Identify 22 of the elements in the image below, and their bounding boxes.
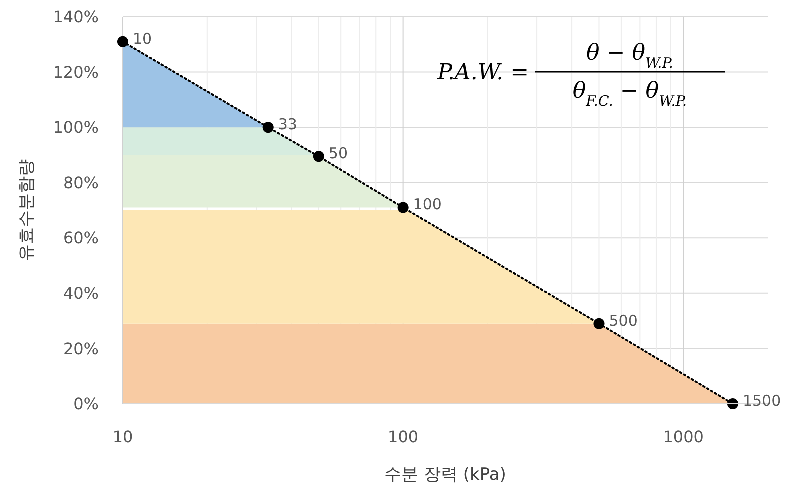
- y-tick-label: 100%: [53, 118, 99, 138]
- y-tick-label: 0%: [74, 394, 99, 414]
- annotation: 50: [328, 144, 348, 163]
- x-axis-title: 수분 장력 (kPa): [384, 464, 506, 485]
- y-tick-label: 120%: [53, 62, 99, 82]
- x-tick-label: 1000: [663, 428, 704, 447]
- annotation: 1500: [742, 392, 782, 410]
- y-tick-label: 20%: [63, 339, 99, 358]
- annotation: θ$_{F.C.}$ − θ$_{W.P.}$: [572, 79, 688, 110]
- y-tick-label: 80%: [63, 173, 99, 192]
- y-axis-title: 유효수분함량: [16, 160, 37, 262]
- x-tick-label: 100: [388, 428, 419, 447]
- annotation: θ − θ$_{W.P.}$: [586, 41, 674, 72]
- annotation: 10: [133, 30, 152, 48]
- y-tick-label: 60%: [63, 228, 99, 248]
- annotation: P.A.W. =: [436, 60, 529, 86]
- annotation: 33: [278, 116, 298, 134]
- y-tick-label: 40%: [63, 284, 99, 304]
- x-tick-label: 10: [112, 428, 134, 447]
- annotation: 100: [413, 196, 442, 214]
- y-tick-label: 140%: [53, 8, 99, 27]
- annotation: 500: [609, 312, 638, 330]
